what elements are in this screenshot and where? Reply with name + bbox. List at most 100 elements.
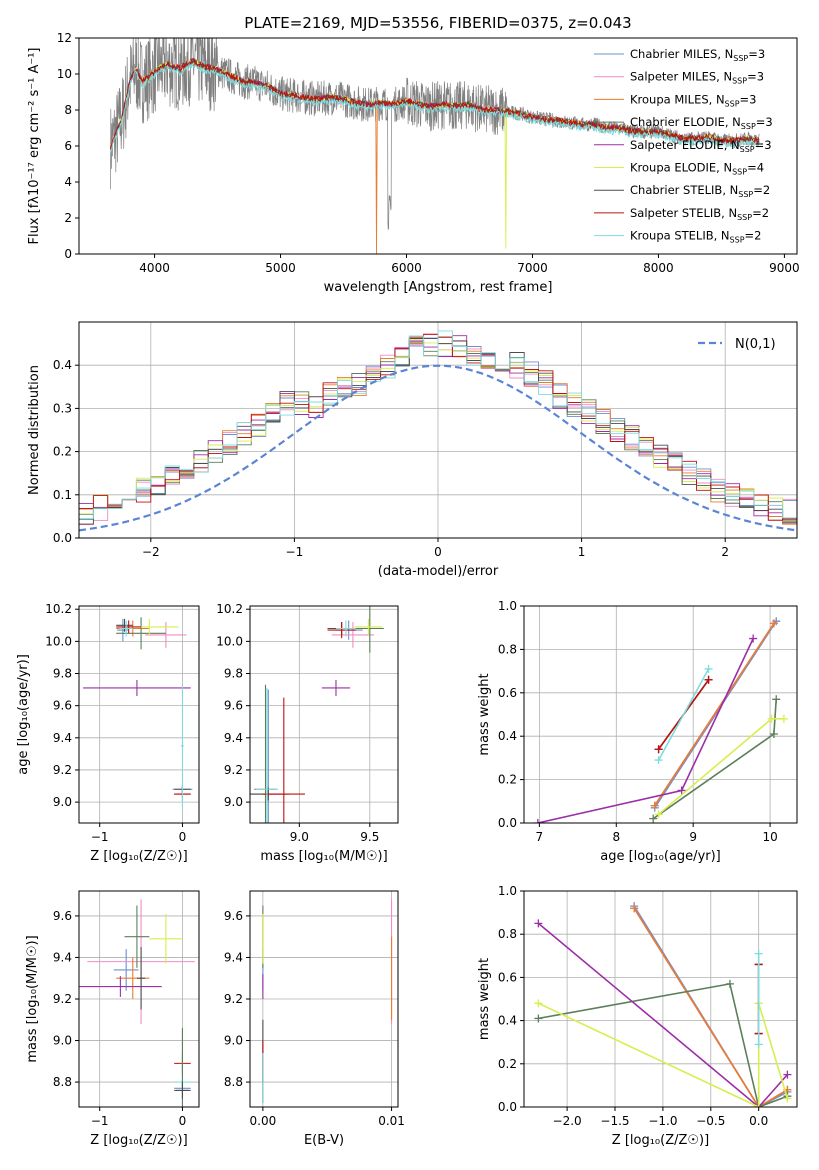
plus-marker: [654, 810, 663, 819]
x-tick-label: 2: [721, 545, 729, 559]
plot-area: [79, 330, 797, 532]
errorbar-point: [255, 687, 279, 823]
legend-text: =3: [756, 115, 773, 129]
plus-marker: [725, 979, 734, 988]
x-tick-label: 0: [179, 1114, 187, 1128]
y-tick-label: 10.0: [45, 634, 72, 648]
plus-marker: [534, 999, 543, 1008]
y-tick-label: 10.2: [45, 602, 72, 616]
y-tick-label: 9.4: [53, 950, 72, 964]
legend-subscript: SSP: [733, 54, 748, 63]
weight-line: [538, 1002, 789, 1107]
x-axis-label: wavelength [Angstrom, rest frame]: [324, 280, 553, 295]
y-tick-label: 6: [64, 139, 72, 153]
errorbar-point: [354, 618, 383, 635]
errorbar-point: [119, 620, 133, 637]
panel-2: −1 0 9.0 9.2 9.4 9.6 9.8 10.0 10.2 Z [log₁₀(Z/Z☉)…: [16, 602, 200, 864]
axes-frame: [78, 37, 798, 255]
weight-line: [652, 699, 777, 820]
legend-text: Chabrier MILES, N: [630, 47, 733, 61]
legend-subscript: SSP: [730, 236, 745, 245]
histogram-2: [79, 342, 797, 525]
errorbar-point: [83, 679, 191, 697]
plot-area: [262, 899, 393, 1103]
legend-label: Chabrier STELIB, NSSP=2: [630, 183, 770, 199]
legend-subscript: SSP: [732, 77, 747, 86]
plus-marker: [704, 664, 713, 673]
axes-frame: [78, 321, 798, 539]
errorbar-point: [145, 622, 187, 648]
y-axis-label: mass [log₁₀(M/M☉)]: [25, 935, 40, 1062]
panel-5: −1 0 8.8 9.0 9.2 9.4 9.6 Z [log₁₀(Z/Z☉)] mass [l…: [25, 890, 200, 1148]
x-tick-label: 9.5: [360, 830, 379, 844]
x-tick-label: 9.0: [290, 830, 309, 844]
legend-text: =3: [755, 138, 772, 152]
legend-text: Kroupa STELIB, N: [630, 229, 730, 243]
y-tick-label: 2: [64, 211, 72, 225]
histogram-5: [79, 339, 797, 529]
plus-marker: [783, 1070, 792, 1079]
x-axis-label: E(B-V): [304, 1133, 344, 1148]
y-tick-label: 10.0: [216, 634, 243, 648]
errorbar-point: [116, 617, 166, 650]
plus-marker: [534, 1014, 543, 1023]
plus-marker: [769, 730, 778, 739]
weight-line: [654, 620, 777, 809]
errorbar-point: [79, 976, 162, 997]
y-tick-label: 0.2: [498, 1057, 517, 1071]
x-tick-label: 6000: [391, 261, 422, 275]
x-axis-label: (data-model)/error: [378, 564, 499, 579]
legend-subscript: SSP: [737, 213, 752, 222]
legend-text: Salpeter STELIB, N: [630, 206, 737, 220]
errorbar-point: [136, 947, 146, 1010]
model-spectrum-8: [110, 62, 760, 153]
y-tick-label: 10.2: [216, 602, 243, 616]
plot-area: [79, 899, 195, 1107]
plus-marker: [779, 714, 788, 723]
panel-7: −2.0 −1.5 −1.0 −0.5 0.0 0.0 0.2 0.4 0.6 0.8 1.0 Z […: [477, 884, 798, 1148]
legend-subscript: SSP: [732, 168, 747, 177]
x-axis-label: mass [log₁₀(M/M☉)]: [260, 849, 387, 864]
errorbar-point: [116, 620, 142, 634]
weight-line: [537, 922, 788, 1107]
axes-frame: [78, 605, 200, 824]
plus-marker: [772, 695, 781, 704]
x-axis-label: Z [log₁₀(Z/Z☉)]: [612, 1133, 709, 1148]
plus-marker: [754, 1040, 763, 1049]
y-tick-label: 9.6: [224, 909, 243, 923]
x-tick-label: −1.0: [648, 1114, 677, 1128]
y-tick-label: 9.2: [53, 992, 72, 1006]
weight-line: [538, 982, 788, 1107]
axes-frame: [523, 605, 798, 824]
normal-curve: [79, 364, 797, 532]
plus-marker: [783, 1094, 792, 1103]
x-tick-label: 1: [578, 545, 586, 559]
errorbar-point: [117, 618, 129, 642]
legend-text: Kroupa MILES, N: [630, 92, 725, 106]
plus-marker: [754, 1103, 763, 1107]
errorbar-point: [327, 622, 356, 639]
errorbar-point: [174, 1082, 191, 1099]
y-tick-label: 0.3: [53, 401, 72, 415]
legend-label: Salpeter MILES, NSSP=3: [630, 70, 764, 86]
y-tick-label: 0.0: [498, 816, 517, 830]
legend-text: Chabrier STELIB, N: [630, 183, 738, 197]
x-tick-label: 5000: [265, 261, 296, 275]
errorbar-point: [124, 905, 150, 968]
y-tick-label: 9.0: [224, 1034, 243, 1048]
plus-marker: [654, 745, 663, 754]
x-tick-label: −2: [142, 545, 160, 559]
errorbar-point: [335, 620, 356, 637]
weight-line: [537, 638, 754, 823]
x-tick-label: −1: [91, 1114, 109, 1128]
x-tick-label: 9000: [769, 261, 800, 275]
y-tick-label: 0.1: [53, 488, 72, 502]
y-tick-label: 9.4: [224, 950, 243, 964]
plot-area: [250, 606, 384, 823]
y-tick-label: 8.8: [224, 1075, 243, 1089]
panel-1: −2 −1 0 1 2 0.0 0.1 0.2 0.3 0.4 (data-model)/error…: [27, 321, 798, 579]
y-tick-label: 12: [57, 31, 72, 45]
x-tick-label: 9: [689, 830, 697, 844]
plus-marker: [704, 675, 713, 684]
